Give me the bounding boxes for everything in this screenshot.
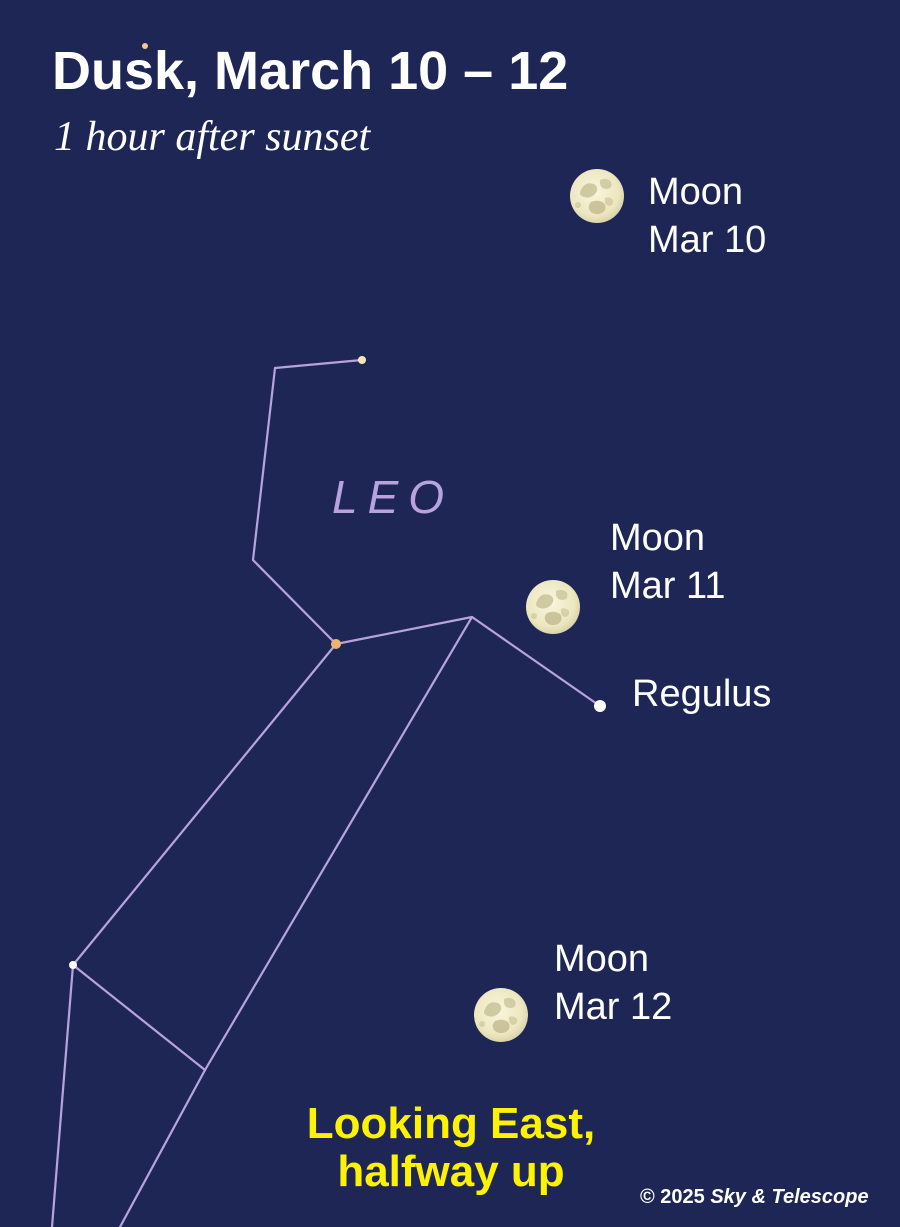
- viewing-direction-line1: Looking East,: [306, 1099, 596, 1148]
- star-lower-left: [69, 961, 77, 969]
- star-top-right: [358, 356, 366, 364]
- credit-prefix: © 2025: [640, 1186, 711, 1208]
- regulus-label-text: Regulus: [632, 673, 772, 715]
- moon-mar-10-label-line2: Mar 10: [648, 219, 767, 261]
- leo-constellation-lines: [50, 358, 602, 1227]
- moon-mar-11-icon: [526, 580, 580, 634]
- moon-mar-12-label-line2: Mar 12: [554, 986, 673, 1028]
- moon-mar-11-label: Moon Mar 11: [610, 514, 725, 610]
- moon-mar-11-label-line2: Mar 11: [610, 565, 726, 607]
- credit-org: Sky & Telescope: [710, 1186, 869, 1208]
- leo-hip-line: [71, 963, 207, 1072]
- star-orange: [331, 639, 341, 649]
- moon-mar-10-icon: [570, 169, 624, 223]
- moon-mar-10-label: Moon Mar 10: [648, 168, 766, 264]
- chart-subtitle: 1 hour after sunset: [54, 114, 371, 160]
- background-star: [142, 43, 148, 49]
- leo-tail-line: [118, 1068, 207, 1227]
- regulus-star: [594, 700, 606, 712]
- leo-leg-line: [50, 963, 75, 1227]
- moon-mar-12-label: Moon Mar 12: [554, 935, 672, 1031]
- leo-sickle-line: [251, 358, 364, 646]
- moon-mar-11-label-line1: Moon: [610, 517, 706, 559]
- copyright-credit: © 2025 Sky & Telescope: [640, 1187, 869, 1207]
- leo-belly-line: [203, 615, 474, 1072]
- viewing-direction: Looking East, halfway up: [226, 1100, 676, 1196]
- regulus-label: Regulus: [632, 670, 771, 718]
- moon-mar-12-icon: [474, 988, 528, 1042]
- constellation-name: LEO: [332, 471, 455, 523]
- viewing-direction-line2: halfway up: [337, 1147, 565, 1196]
- moon-mar-10-label-line1: Moon: [648, 171, 744, 213]
- moon-mar-12-label-line1: Moon: [554, 938, 650, 980]
- leo-back-line: [71, 642, 338, 967]
- chart-title: Dusk, March 10 – 12: [52, 41, 569, 101]
